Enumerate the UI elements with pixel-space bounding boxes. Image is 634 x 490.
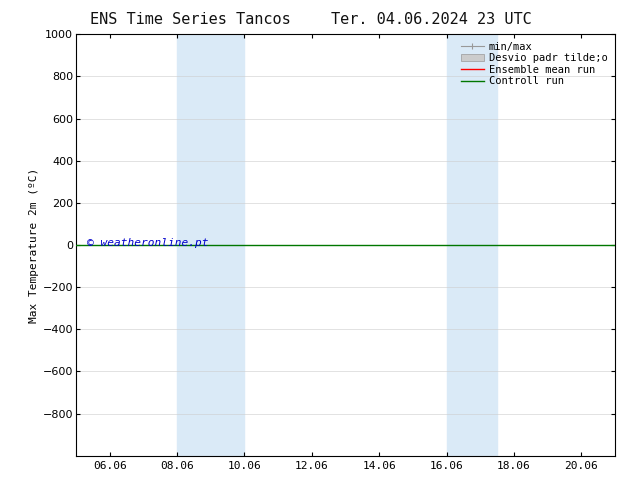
Y-axis label: Max Temperature 2m (ºC): Max Temperature 2m (ºC) [29, 168, 39, 322]
Bar [177, 34, 245, 456]
Legend: min/max, Desvio padr tilde;o, Ensemble mean run, Controll run: min/max, Desvio padr tilde;o, Ensemble m… [459, 40, 610, 88]
Bar [446, 34, 497, 456]
Text: © weatheronline.pt: © weatheronline.pt [87, 238, 209, 248]
Text: ENS Time Series Tancos: ENS Time Series Tancos [90, 12, 290, 27]
Text: Ter. 04.06.2024 23 UTC: Ter. 04.06.2024 23 UTC [331, 12, 531, 27]
